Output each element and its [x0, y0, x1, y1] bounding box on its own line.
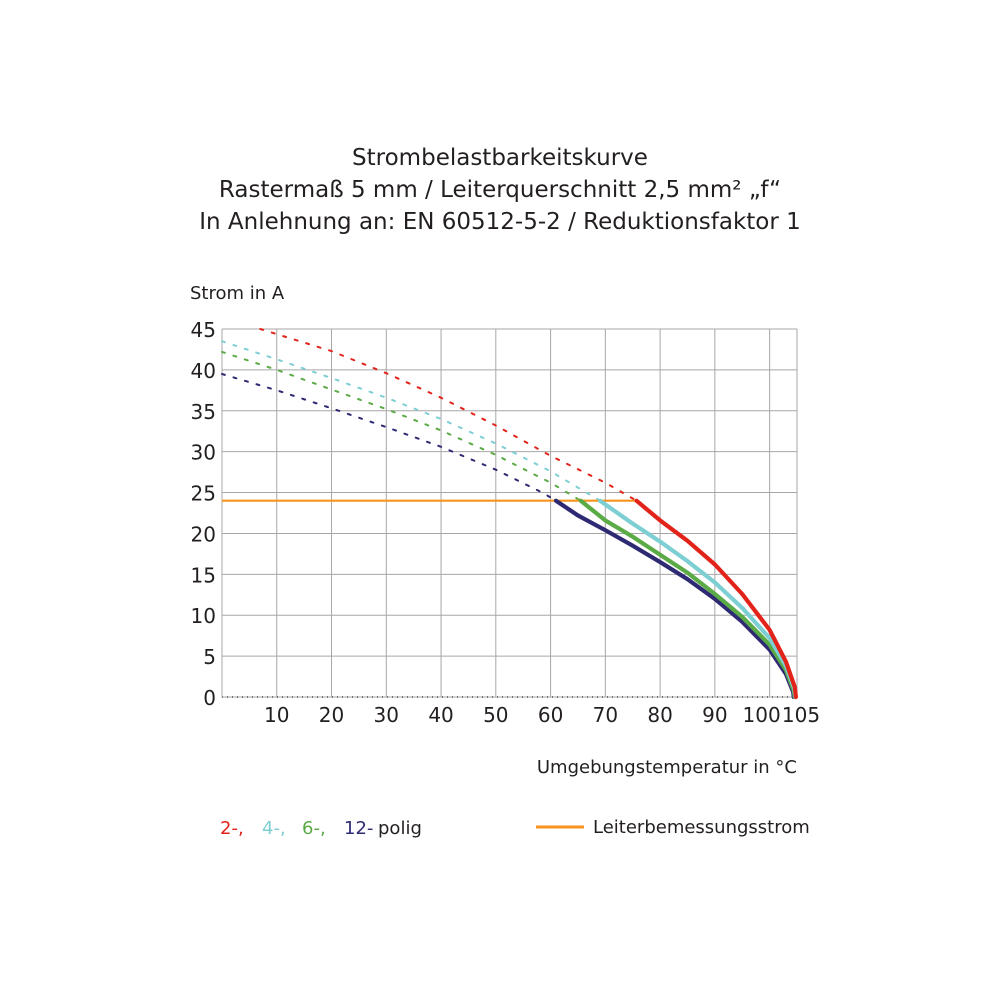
legend-label-rated-current: Leiterbemessungsstrom [593, 817, 810, 838]
x-tick-label: 50 [483, 703, 508, 727]
legend-label-4: 12- [344, 818, 373, 839]
chart-title: Strombelastbarkeitskurve Rastermaß 5 mm … [0, 142, 1000, 238]
series-line-dashed-2 [259, 328, 638, 502]
legend-suffix: polig [378, 818, 422, 839]
y-tick-label: 25 [191, 482, 216, 506]
legend-label-1: 2-, [220, 818, 244, 839]
x-tick-label: 40 [428, 703, 453, 727]
y-tick-label: 15 [191, 563, 216, 587]
series-line-6 [578, 498, 797, 700]
chart-title-line-2: Rastermaß 5 mm / Leiterquerschnitt 2,5 m… [218, 177, 782, 203]
legend-poles: 2-, 4-, 6-, 12- polig [220, 818, 422, 839]
y-axis-label: Strom in A [190, 283, 285, 304]
legend-rated-current: Leiterbemessungsstrom [536, 817, 810, 838]
y-tick-label: 45 [191, 318, 216, 342]
chart-title-line-3: In Anlehnung an: EN 60512-5-2 / Reduktio… [199, 209, 801, 235]
x-tick-label: 10 [264, 703, 289, 727]
series-line-dashed-4 [221, 340, 601, 502]
x-tick-label: 20 [319, 703, 344, 727]
x-tick-label: 30 [374, 703, 399, 727]
legend-label-2: 4-, [262, 818, 286, 839]
x-tick-label: 70 [593, 703, 618, 727]
y-tick-label: 10 [191, 604, 216, 628]
x-tick-label: 60 [538, 703, 563, 727]
x-tick-label: 90 [702, 703, 727, 727]
legend-label-3: 6-, [302, 818, 326, 839]
y-tick-label: 0 [203, 686, 216, 710]
y-tick-label: 5 [203, 645, 216, 669]
series-line-4 [597, 498, 798, 700]
x-tick-label: 100 [743, 703, 781, 727]
x-tick-label: 80 [647, 703, 672, 727]
plot-area: 0 5 10 15 20 25 30 35 40 45 10 20 30 40 50 60 70 80 90 100 1… [191, 318, 821, 727]
x-axis-label: Umgebungstemperatur in °C [537, 757, 797, 778]
x-tick-label: 105 [782, 703, 820, 727]
y-tick-label: 30 [191, 441, 216, 465]
series-line-2 [634, 498, 799, 700]
y-tick-label: 40 [191, 359, 216, 383]
series-line-dashed-12 [221, 373, 557, 502]
y-tick-label: 35 [191, 400, 216, 424]
series-line-dashed-6 [221, 350, 582, 502]
chart-title-line-1: Strombelastbarkeitskurve [352, 145, 648, 171]
y-tick-label: 20 [191, 522, 216, 546]
